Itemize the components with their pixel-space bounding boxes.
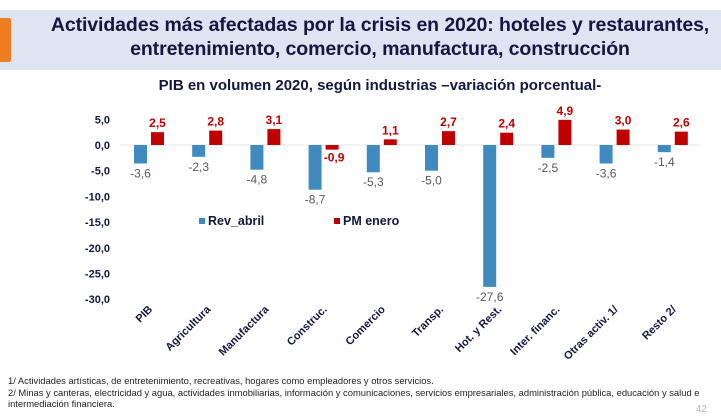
bar-pm-enero [674, 131, 688, 145]
bar-pm-enero [325, 145, 339, 150]
chart-title: PIB en volumen 2020, según industrias –v… [158, 77, 602, 94]
y-axis: 5,0 0,0 -5,0 -10,0 -15,0 -20,0 -25,0 -30,0 [85, 114, 110, 306]
data-label: -27,6 [476, 290, 504, 304]
data-label: -4,8 [247, 173, 268, 187]
data-label: 2,7 [440, 115, 457, 129]
page-number: 42 [695, 404, 707, 415]
y-tick-label: -30,0 [85, 294, 110, 306]
footnotes: 1/ Actividades artísticas, de entretenim… [8, 375, 720, 410]
data-label: -8,7 [305, 193, 326, 207]
y-tick-label: 5,0 [95, 114, 110, 126]
bar-rev-abril [366, 145, 380, 173]
y-tick-label: -10,0 [85, 191, 110, 203]
data-label: -5,3 [363, 175, 384, 189]
data-labels: -3,6 2,5 -2,3 2,8 -4,8 3,1 -8,7 -0,9 -5,3 1,1 -5,0… [130, 104, 690, 304]
accent-strip [0, 18, 11, 62]
bar-rev-abril [541, 145, 555, 158]
bar-rev-abril [250, 145, 264, 170]
data-label: 1,1 [382, 123, 399, 137]
y-tick-label: 0,0 [95, 140, 110, 152]
slide-title-line-2: entretenimiento, comercio, manufactura, … [130, 38, 630, 60]
bar-pm-enero [500, 132, 514, 145]
y-tick-label: -5,0 [91, 166, 110, 178]
x-axis: PIB Agricultura Manufactura Construc. Comerc… [134, 303, 679, 363]
bar-pm-enero [209, 130, 223, 145]
bar-pm-enero [383, 139, 397, 145]
x-tick-label: Construc. [285, 304, 330, 349]
bar-rev-abril [425, 145, 438, 171]
bar-rev-abril [134, 145, 147, 164]
legend-label: Rev_abril [208, 214, 264, 228]
y-tick-label: -20,0 [85, 243, 110, 255]
x-tick-label: Manufactura [217, 303, 272, 358]
bar-pm-enero [151, 132, 164, 145]
data-label: 3,0 [615, 114, 632, 128]
bars [134, 119, 688, 287]
bar-chart: 5,0 0,0 -5,0 -10,0 -15,0 -20,0 -25,0 -30,0 -3,6… [85, 104, 700, 363]
legend-label: PM enero [343, 214, 400, 228]
data-label: -1,4 [654, 155, 675, 169]
title-band [0, 10, 721, 70]
bar-pm-enero [558, 119, 572, 145]
bar-rev-abril [192, 145, 206, 157]
data-label: -2,3 [188, 160, 209, 174]
data-label: 2,5 [149, 116, 166, 130]
x-tick-label: Otras activ. 1/ [562, 304, 621, 363]
x-tick-label: Hot. y Rest. [453, 304, 504, 355]
data-label: 2,8 [207, 115, 224, 129]
footnote-1: 1/ Actividades artísticas, de entretenim… [8, 375, 434, 386]
data-label: 2,4 [498, 117, 515, 131]
data-label: -0,9 [324, 151, 345, 165]
data-label: -2,5 [538, 161, 559, 175]
slide-title: Actividades más afectadas por la crisis … [40, 13, 720, 61]
bar-rev-abril [483, 145, 497, 287]
data-label: 2,6 [673, 116, 690, 130]
bar-rev-abril [657, 145, 671, 153]
legend-swatch [334, 218, 340, 224]
data-label: -5,0 [421, 174, 442, 188]
data-label: 4,9 [557, 104, 574, 118]
x-tick-label: Agricultura [163, 303, 214, 354]
bar-pm-enero [267, 129, 281, 145]
data-label: 3,1 [266, 113, 283, 127]
slide-title-line-1: Actividades más afectadas por la crisis … [50, 14, 710, 36]
x-tick-label: Transp. [410, 304, 446, 340]
y-tick-label: -15,0 [85, 217, 110, 229]
bar-pm-enero [616, 129, 630, 145]
bar-pm-enero [442, 131, 455, 145]
footnote-2: 2/ Minas y canteras, electricidad y agua… [8, 386, 700, 410]
x-tick-label: Resto 2/ [640, 304, 679, 343]
x-tick-label: Inter. financ. [508, 304, 562, 358]
legend-swatch [199, 218, 205, 224]
bar-rev-abril [308, 145, 322, 190]
x-tick-label: PIB [134, 304, 155, 325]
bar-rev-abril [599, 145, 613, 164]
x-tick-label: Comercio [344, 303, 389, 348]
data-label: -3,6 [130, 167, 151, 181]
y-tick-label: -25,0 [85, 269, 110, 281]
legend: Rev_abril PM enero [199, 214, 400, 228]
data-label: -3,6 [596, 167, 617, 181]
